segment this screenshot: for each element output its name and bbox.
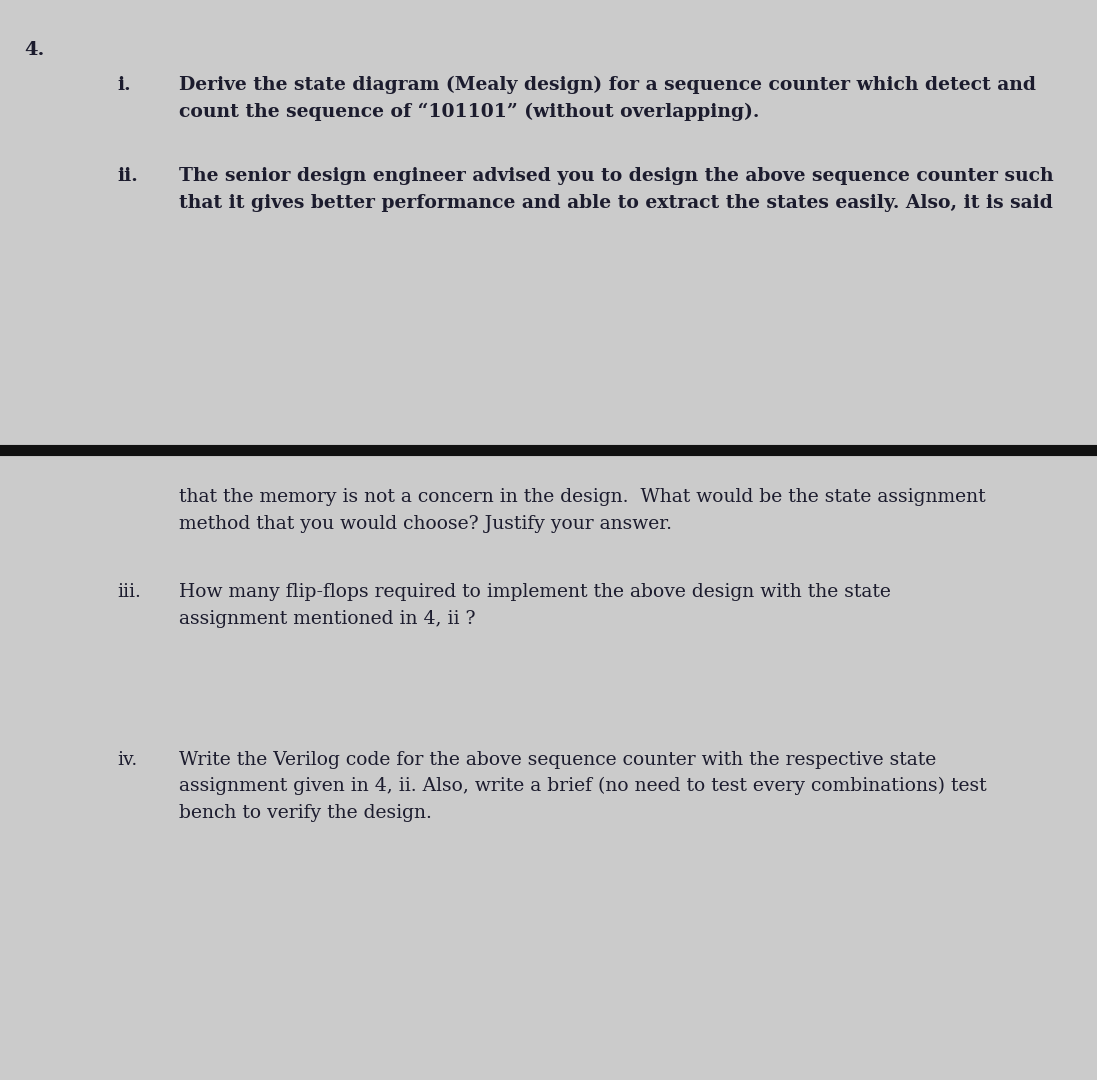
Text: Derive the state diagram (Mealy design) for a sequence counter which detect and
: Derive the state diagram (Mealy design) … [179,76,1036,121]
Text: iv.: iv. [117,751,137,769]
Text: 4.: 4. [24,41,45,59]
Text: How many flip-flops required to implement the above design with the state
assign: How many flip-flops required to implemen… [179,583,891,627]
Text: iii.: iii. [117,583,142,602]
Text: i.: i. [117,76,131,94]
Text: that the memory is not a concern in the design.  What would be the state assignm: that the memory is not a concern in the … [179,488,985,532]
Text: Write the Verilog code for the above sequence counter with the respective state
: Write the Verilog code for the above seq… [179,751,986,822]
Text: ii.: ii. [117,167,138,186]
Text: The senior design engineer advised you to design the above sequence counter such: The senior design engineer advised you t… [179,167,1053,212]
